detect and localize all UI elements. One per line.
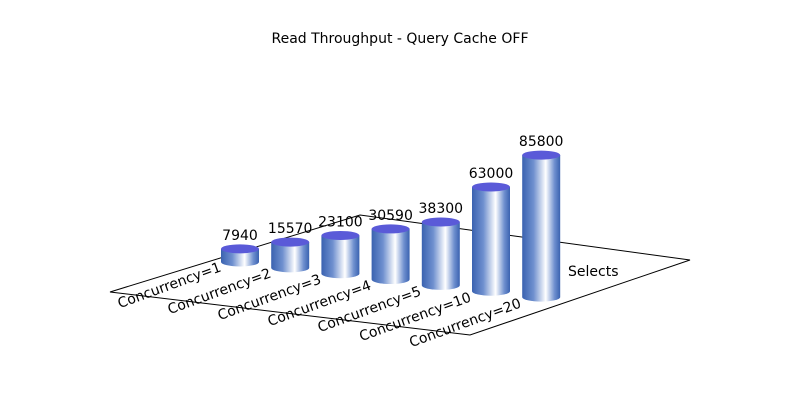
value-label: 30590 [368, 208, 413, 224]
value-label: 63000 [469, 166, 514, 182]
chart-title: Read Throughput - Query Cache OFF [271, 31, 528, 47]
bar [321, 235, 360, 279]
value-label: 38300 [419, 201, 464, 217]
bar [522, 155, 561, 302]
bar-top [371, 224, 410, 234]
bar-top [421, 217, 460, 227]
value-label: 7940 [222, 228, 258, 244]
bar-top [221, 244, 259, 254]
value-label: 85800 [519, 134, 564, 150]
bar-top [472, 182, 510, 192]
bar [371, 228, 410, 285]
bar-top [271, 237, 310, 247]
legend-label: Selects [568, 264, 618, 280]
bar [472, 186, 510, 296]
bar-top [321, 230, 360, 240]
bar-top [522, 150, 561, 160]
value-label: 15570 [268, 221, 313, 237]
bar [271, 242, 310, 273]
bar [221, 248, 259, 267]
bar [421, 222, 460, 290]
value-label: 23100 [318, 214, 363, 230]
